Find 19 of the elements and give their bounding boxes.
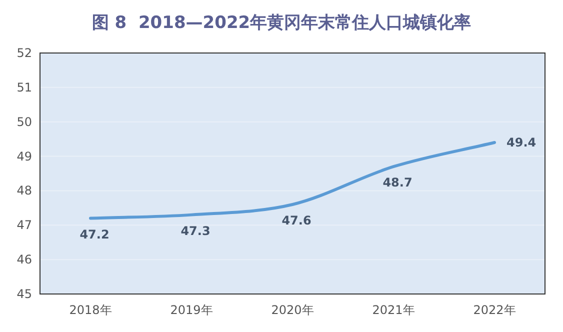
data-label: 47.3 bbox=[180, 224, 210, 238]
y-tick-label: 49 bbox=[16, 149, 32, 164]
data-label: 47.2 bbox=[80, 227, 110, 242]
y-tick-label: 46 bbox=[16, 252, 32, 267]
data-label: 48.7 bbox=[382, 176, 412, 190]
data-label: 49.4 bbox=[506, 136, 536, 150]
x-tick-label: 2020年 bbox=[271, 303, 314, 317]
x-tick-label: 2018年 bbox=[69, 303, 112, 317]
x-tick-label: 2021年 bbox=[372, 303, 415, 317]
y-tick-label: 51 bbox=[16, 80, 32, 94]
data-label: 47.6 bbox=[282, 213, 312, 228]
y-tick-label: 45 bbox=[16, 287, 32, 301]
y-tick-label: 50 bbox=[16, 114, 32, 129]
x-tick-label: 2019年 bbox=[170, 303, 213, 317]
y-tick-label: 47 bbox=[16, 218, 32, 232]
y-tick-label: 48 bbox=[16, 184, 32, 198]
y-tick-label: 52 bbox=[16, 46, 32, 60]
chart-title: 图 8 2018—2022年黄冈年末常住人口城镇化率 bbox=[92, 13, 472, 33]
x-tick-label: 2022年 bbox=[473, 303, 516, 317]
